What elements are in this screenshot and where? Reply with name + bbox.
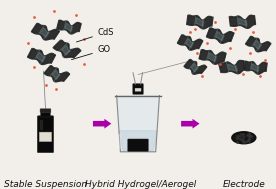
Ellipse shape	[232, 132, 256, 144]
Polygon shape	[40, 28, 49, 37]
Polygon shape	[118, 134, 120, 148]
FancyBboxPatch shape	[128, 139, 148, 151]
Polygon shape	[246, 36, 271, 52]
Polygon shape	[31, 23, 59, 40]
Polygon shape	[61, 45, 71, 55]
Polygon shape	[228, 64, 237, 71]
Text: Hybrid Hydrogel/Aerogel: Hybrid Hydrogel/Aerogel	[85, 180, 196, 189]
FancyBboxPatch shape	[37, 116, 54, 153]
Polygon shape	[53, 40, 81, 58]
Polygon shape	[215, 32, 224, 40]
Polygon shape	[219, 60, 246, 74]
Polygon shape	[251, 64, 259, 72]
Polygon shape	[119, 131, 157, 151]
Polygon shape	[65, 23, 73, 31]
Polygon shape	[243, 61, 267, 74]
Text: CdS: CdS	[76, 28, 114, 42]
Polygon shape	[184, 60, 207, 74]
Polygon shape	[40, 120, 42, 129]
Polygon shape	[187, 15, 213, 29]
Text: GO: GO	[71, 45, 111, 60]
Polygon shape	[44, 66, 70, 82]
FancyBboxPatch shape	[133, 84, 143, 94]
Polygon shape	[208, 53, 217, 61]
Text: Stable Suspension: Stable Suspension	[4, 180, 87, 189]
Polygon shape	[196, 18, 204, 26]
FancyBboxPatch shape	[39, 132, 52, 142]
FancyBboxPatch shape	[41, 112, 51, 117]
Polygon shape	[36, 53, 46, 62]
Ellipse shape	[238, 135, 245, 139]
Text: Electrode: Electrode	[222, 180, 265, 189]
Polygon shape	[185, 39, 193, 47]
Polygon shape	[177, 35, 203, 50]
FancyBboxPatch shape	[40, 109, 51, 113]
Polygon shape	[57, 20, 81, 34]
FancyBboxPatch shape	[135, 88, 141, 91]
Polygon shape	[199, 50, 226, 64]
Polygon shape	[229, 15, 256, 28]
Polygon shape	[206, 28, 234, 43]
Polygon shape	[238, 19, 247, 26]
Polygon shape	[253, 40, 262, 49]
Polygon shape	[52, 70, 60, 79]
Polygon shape	[191, 64, 198, 72]
Polygon shape	[28, 49, 55, 64]
Polygon shape	[117, 96, 160, 152]
